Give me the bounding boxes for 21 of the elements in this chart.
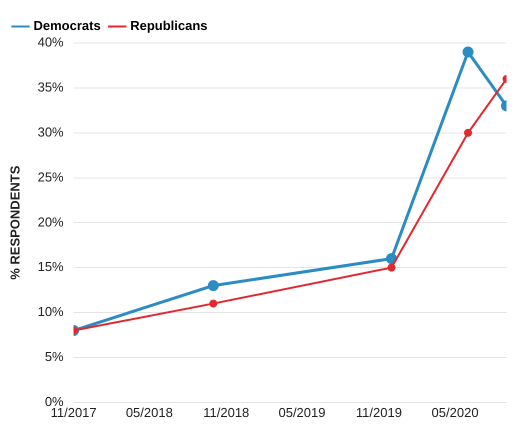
- x-tick-label: 05/2018: [126, 404, 173, 420]
- x-tick-label: 11/2019: [356, 404, 402, 420]
- legend-label: Republicans: [130, 18, 208, 34]
- x-tick-label: 11/2018: [203, 404, 250, 420]
- y-tick-label: 15%: [38, 259, 64, 274]
- point: [462, 46, 474, 58]
- y-tick-label: 30%: [38, 124, 64, 140]
- point: [464, 128, 472, 137]
- y-tick-label: 35%: [38, 80, 64, 95]
- y-tick-label: 40%: [38, 34, 64, 50]
- point: [208, 280, 219, 292]
- point: [209, 300, 218, 308]
- y-tick-label: 25%: [38, 169, 64, 184]
- y-tick-label: 5%: [44, 349, 64, 364]
- legend-label: Democrats: [34, 18, 101, 34]
- point: [387, 264, 396, 272]
- y-tick-label: 10%: [38, 304, 64, 320]
- x-tick-label: 05/2019: [278, 404, 326, 420]
- x-tick-label: 05/2020: [432, 404, 479, 420]
- y-axis-title: % RESPONDENTS: [7, 165, 22, 280]
- y-tick-label: 20%: [38, 214, 64, 230]
